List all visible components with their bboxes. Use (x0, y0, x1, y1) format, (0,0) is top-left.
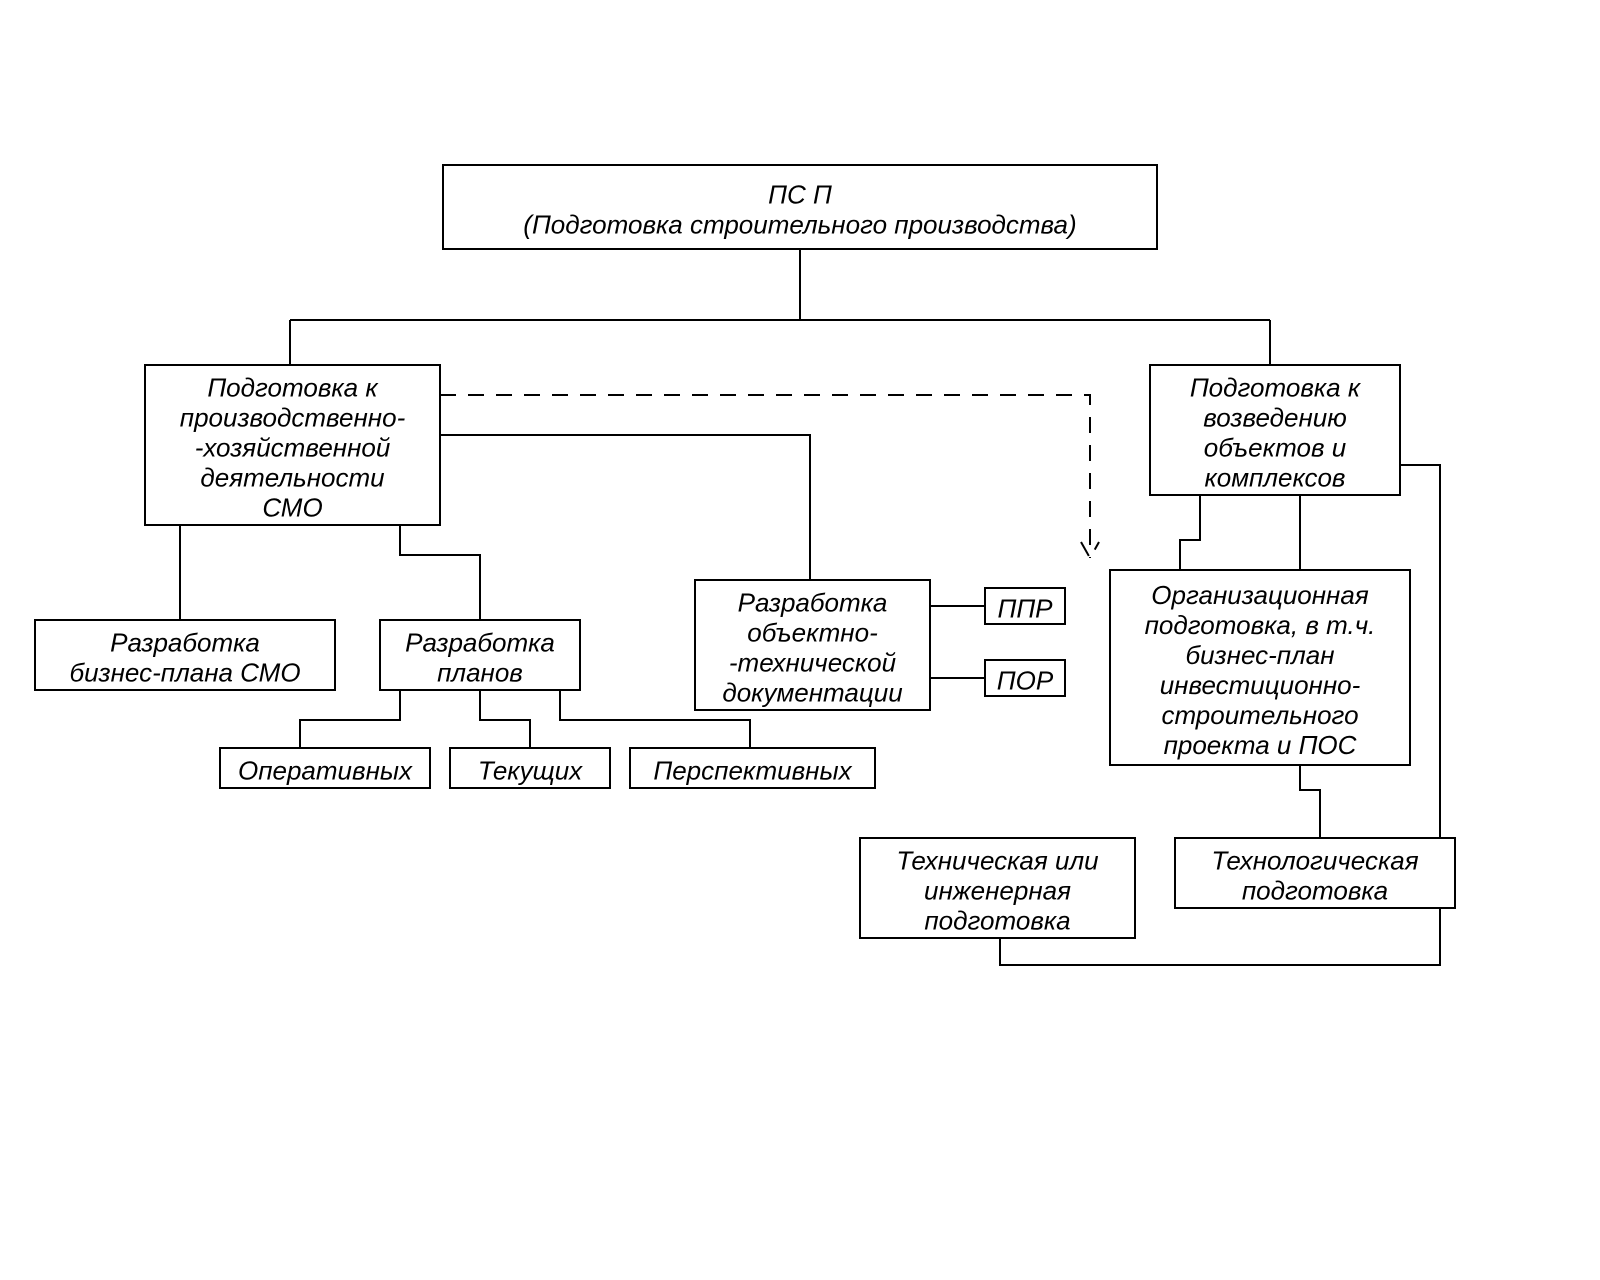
node-docs-line-1: объектно- (747, 617, 878, 647)
node-org: Организационнаяподготовка, в т.ч.бизнес-… (1110, 570, 1410, 765)
node-org-line-5: проекта и ПОС (1164, 730, 1357, 760)
node-left-line-4: СМО (262, 492, 322, 522)
node-right-line-2: объектов и (1204, 432, 1346, 462)
node-docs-line-2: -технической (729, 647, 896, 677)
node-tek: Текущих (450, 748, 610, 788)
node-techno: Технологическаяподготовка (1175, 838, 1455, 908)
node-techno-line-1: подготовка (1242, 875, 1388, 905)
node-tek-line-0: Текущих (478, 755, 583, 785)
node-left-line-3: деятельности (200, 462, 384, 492)
org-tree-diagram: ПС П(Подготовка строительного производст… (0, 0, 1600, 1280)
node-root: ПС П(Подготовка строительного производст… (443, 165, 1157, 249)
node-docs-line-0: Разработка (738, 587, 888, 617)
node-root-line-0: ПС П (768, 179, 832, 209)
node-right: Подготовка квозведениюобъектов икомплекс… (1150, 365, 1400, 495)
node-por-line-0: ПОР (997, 665, 1054, 695)
node-biz: Разработкабизнес-плана СМО (35, 620, 335, 690)
node-docs-line-3: документации (722, 677, 902, 707)
node-right-line-1: возведению (1203, 402, 1347, 432)
node-texeng-line-0: Техническая или (896, 845, 1098, 875)
node-right-line-0: Подготовка к (1190, 372, 1362, 402)
node-left: Подготовка кпроизводственно--хозяйственн… (145, 365, 440, 525)
node-biz-line-0: Разработка (110, 627, 260, 657)
node-ppr-line-0: ППР (997, 593, 1053, 623)
node-org-line-0: Организационная (1151, 580, 1369, 610)
node-org-line-2: бизнес-план (1185, 640, 1334, 670)
node-docs: Разработкаобъектно--техническойдокумента… (695, 580, 930, 710)
node-persp-line-0: Перспективных (653, 755, 852, 785)
node-oper-line-0: Оперативных (238, 755, 413, 785)
node-left-line-1: производственно- (180, 402, 406, 432)
node-texeng-line-1: инженерная (924, 875, 1071, 905)
node-left-line-0: Подготовка к (207, 372, 379, 402)
node-root-line-1: (Подготовка строительного производства) (523, 209, 1076, 239)
node-left-line-2: -хозяйственной (195, 432, 391, 462)
node-biz-line-1: бизнес-плана СМО (69, 657, 300, 687)
node-org-line-3: инвестиционно- (1160, 670, 1361, 700)
node-oper: Оперативных (220, 748, 430, 788)
node-texeng-line-2: подготовка (924, 905, 1070, 935)
node-org-line-1: подготовка, в т.ч. (1145, 610, 1376, 640)
node-plans-line-1: планов (437, 657, 523, 687)
node-persp: Перспективных (630, 748, 875, 788)
node-por: ПОР (985, 660, 1065, 696)
node-plans: Разработкапланов (380, 620, 580, 690)
node-org-line-4: строительного (1161, 700, 1358, 730)
node-ppr: ППР (985, 588, 1065, 624)
node-techno-line-0: Технологическая (1211, 845, 1418, 875)
node-right-line-3: комплексов (1204, 462, 1345, 492)
node-texeng: Техническая илиинженернаяподготовка (860, 838, 1135, 938)
node-plans-line-0: Разработка (405, 627, 555, 657)
